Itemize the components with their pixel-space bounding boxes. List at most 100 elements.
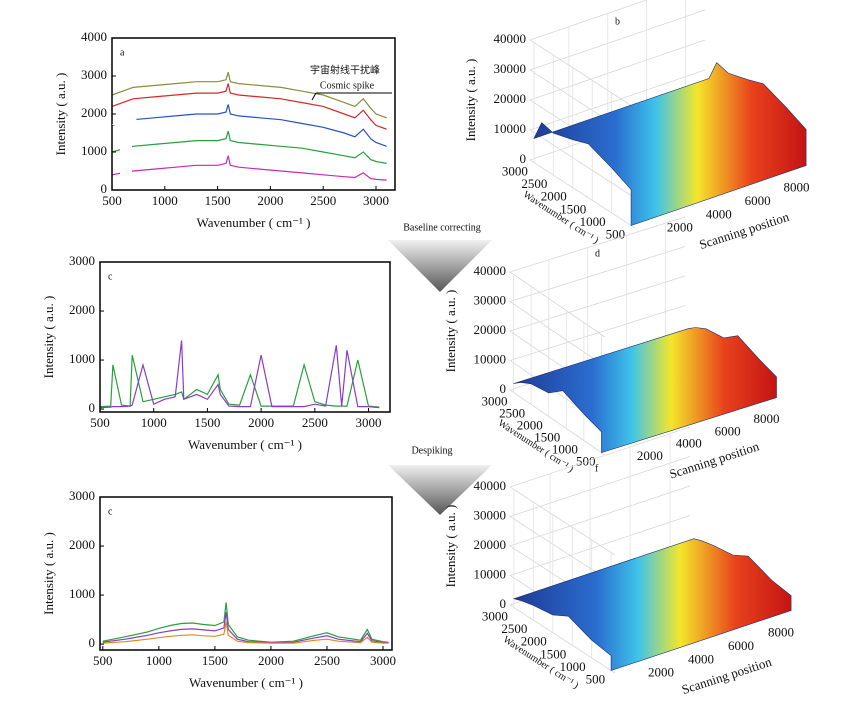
w-tick-label: 1500 [540,646,566,661]
s-tick-label: 8000 [754,411,780,426]
w-tick-label: 3000 [502,164,528,179]
y-axis-label: Intensity ( a.u. ) [53,73,68,156]
trend-arrow [112,103,140,180]
y-tick-label: 2000 [69,302,95,317]
z-tick-label: 10000 [474,566,507,581]
y-tick-label: 0 [89,635,96,650]
z-tick-label: 20000 [474,537,507,552]
x-tick-label: 3000 [370,653,396,668]
step-arrow [388,240,492,292]
x-axis-label: Wavenumber ( cm⁻¹ ) [188,437,302,452]
w-tick-label: 3000 [482,609,508,624]
intensity-surface [513,327,777,454]
annotation-line [311,92,317,101]
y-tick-label: 2000 [81,105,107,120]
w-tick-label: 1000 [552,442,578,457]
x-tick-label: 2000 [258,653,284,668]
w-tick-label: 1500 [560,201,586,216]
z-tick-label: 30000 [474,292,507,307]
spectrum-line [111,155,387,181]
w-tick-label: 1000 [560,659,586,674]
s-tick-label: 2000 [637,448,663,463]
z-axis-label: Intensity ( a.u. ) [443,290,458,373]
z-tick-label: 40000 [474,478,507,493]
x-tick-label: 3000 [356,415,382,430]
y-tick-label: 3000 [69,253,95,268]
z-axis-label: Intensity ( a.u. ) [443,505,458,588]
panel-label: a [120,47,125,58]
z-tick-label: 20000 [494,91,527,106]
s-tick-label: 6000 [745,193,771,208]
spectrum-line [102,621,389,644]
step-label: Despiking [411,445,452,456]
step-arrow [388,465,492,515]
x-tick-label: 1000 [152,193,178,208]
x-tick-label: 2000 [248,415,274,430]
panel-label: b [615,16,620,27]
y-tick-label: 4000 [81,29,107,44]
panel-label: f [595,463,599,474]
z-tick-label: 0 [500,381,507,396]
x-tick-label: 1000 [141,415,167,430]
z-tick-label: 0 [520,151,527,166]
s-tick-label: 4000 [688,651,714,666]
intensity-surface [533,62,807,226]
s-tick-label: 6000 [715,423,741,438]
x-tick-label: 500 [102,193,122,208]
y-tick-label: 0 [101,181,108,196]
x-tick-label: 1500 [205,193,231,208]
w-tick-label: 2500 [521,176,547,191]
w-tick-label: 500 [576,454,596,469]
s-tick-label: 2000 [667,220,693,235]
s-tick-label: 4000 [676,436,702,451]
x-tick-label: 2500 [310,193,336,208]
y-tick-label: 2000 [69,537,95,552]
s-tick-label: 8000 [768,625,794,640]
w-tick-label: 2000 [521,634,547,649]
step-label: Baseline correcting [403,222,480,233]
spectrum-line [99,340,380,409]
z-tick-label: 20000 [474,322,507,337]
x-tick-label: 2500 [302,415,328,430]
spectrum-line [102,612,389,644]
spectrum-line [102,602,389,643]
z-tick-label: 30000 [494,61,527,76]
s-tick-label: 8000 [784,180,810,195]
w-tick-label: 2000 [517,417,543,432]
s-tick-label: 2000 [648,665,674,680]
y-tick-label: 0 [89,400,96,415]
x-tick-label: 3000 [363,193,389,208]
spectrum-line [111,104,387,147]
plot-frame [111,37,396,191]
panel-label: c [108,271,113,282]
spectrum-line [111,72,387,119]
x-tick-label: 500 [90,415,110,430]
z-tick-label: 0 [500,596,507,611]
grid-line [529,0,648,109]
spectrum-line [111,130,387,164]
y-tick-label: 1000 [69,351,95,366]
z-tick-label: 40000 [474,263,507,278]
w-tick-label: 2000 [541,189,567,204]
panel-label: c [108,506,113,517]
s-tick-label: 6000 [728,638,754,653]
w-tick-label: 1500 [534,430,560,445]
y-axis-label: Intensity ( a.u. ) [41,532,56,615]
x-axis-label: Wavenumber ( cm⁻¹ ) [196,215,310,230]
plot-frame [99,261,391,413]
x-tick-label: 1000 [146,653,172,668]
z-tick-label: 40000 [494,31,527,46]
y-tick-label: 3000 [69,488,95,503]
w-tick-label: 1000 [580,214,606,229]
y-axis-label: Intensity ( a.u. ) [41,296,56,379]
w-tick-label: 3000 [482,393,508,408]
s-tick-label: 4000 [706,206,732,221]
x-tick-label: 2500 [314,653,340,668]
w-tick-label: 2500 [501,621,527,636]
w-tick-label: 2500 [499,405,525,420]
annotation: 宇宙射线干扰峰 [310,63,380,76]
y-tick-label: 3000 [81,67,107,82]
x-tick-label: 2000 [257,193,283,208]
